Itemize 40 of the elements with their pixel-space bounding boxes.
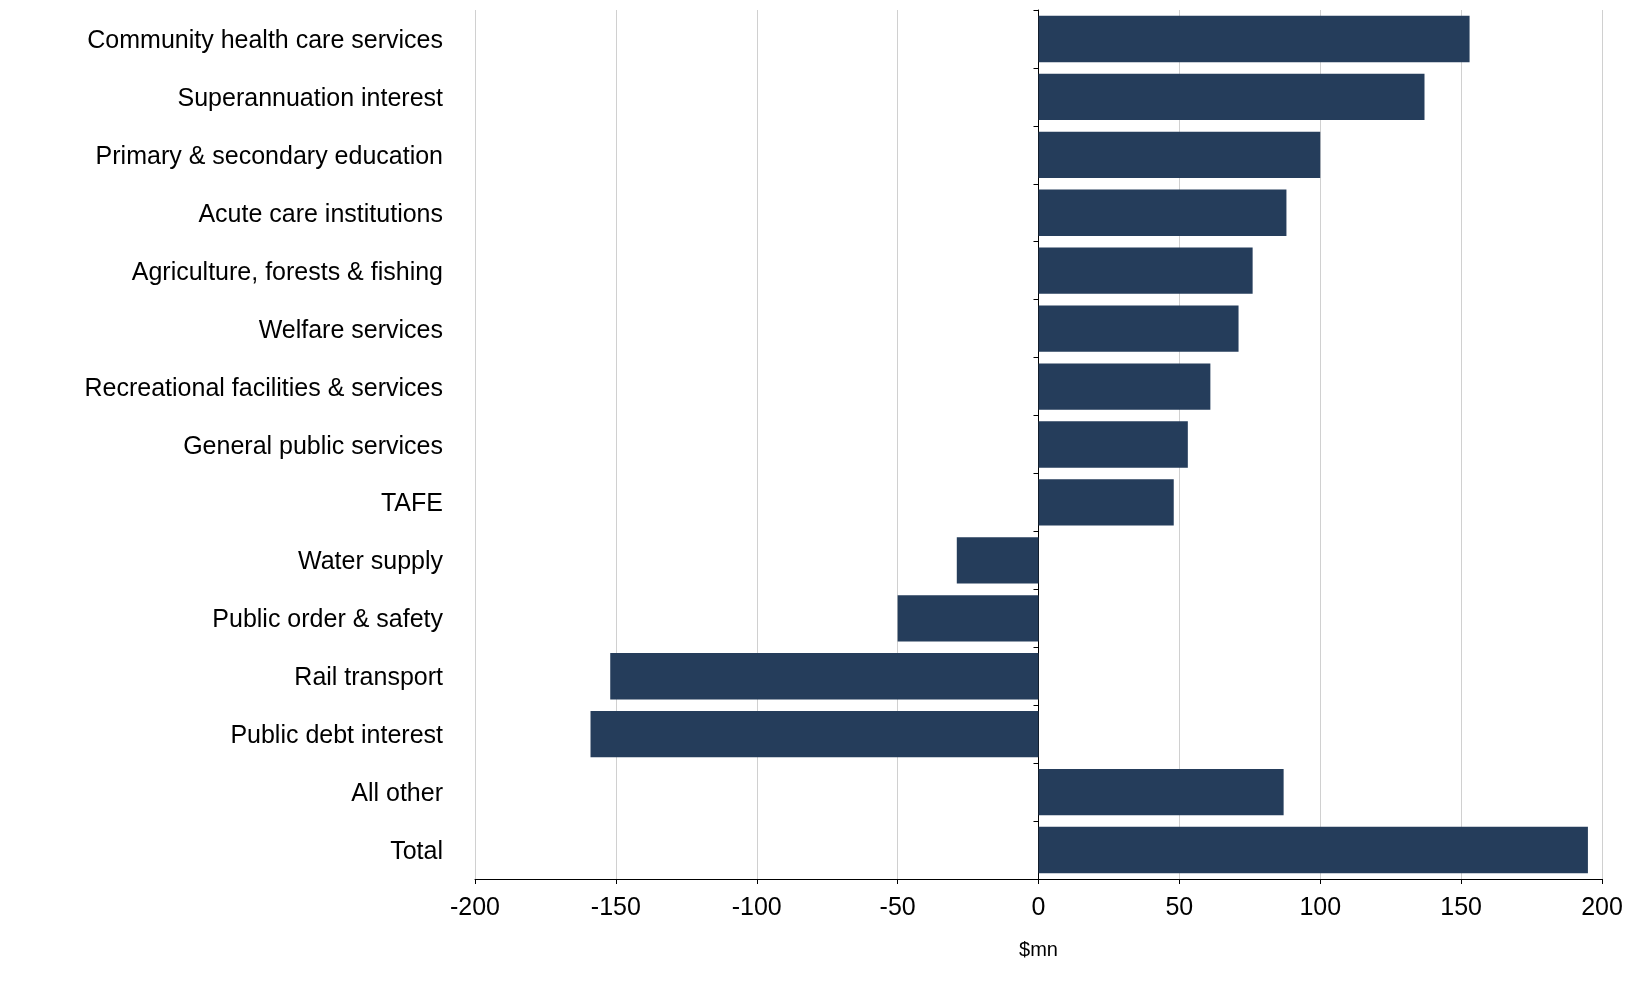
bar [610,653,1039,700]
x-axis-title: $mn [1019,938,1058,960]
y-tick-label: All other [351,778,443,807]
bar [1038,421,1188,468]
bar [590,710,1039,758]
y-tick-label: Recreational facilities & services [84,372,443,401]
y-tick-label: Rail transport [294,662,444,691]
y-tick-label: Total [390,836,443,865]
bar [956,537,1039,584]
bar [1038,15,1470,63]
x-tick-label: 0 [1031,891,1046,920]
y-tick-label: Agriculture, forests & fishing [131,256,443,285]
bar [1038,247,1253,294]
bar [1038,363,1211,410]
bar [1038,305,1239,352]
bar [1038,768,1284,816]
x-tick-label: 200 [1581,891,1623,920]
y-tick-label: Public debt interest [230,720,444,749]
x-tick-label: 50 [1165,891,1194,920]
y-tick-label: Water supply [298,546,444,575]
bar [1038,73,1425,121]
x-tick-label: 100 [1299,891,1342,920]
x-tick-label: -50 [879,891,916,920]
y-tick-label: Superannuation interest [177,82,444,111]
x-tick-label: -100 [731,891,782,920]
bar [1038,826,1588,874]
y-tick-label: Public order & safety [212,604,444,633]
y-tick-label: General public services [183,430,443,459]
y-tick-label: Community health care services [87,24,443,53]
x-tick-label: -150 [590,891,641,920]
x-tick-label: -200 [449,891,501,920]
x-tick-label: 150 [1440,891,1482,920]
y-tick-label: TAFE [380,488,443,517]
y-tick-label: Welfare services [258,314,443,343]
y-tick-label: Primary & secondary education [95,140,443,169]
bar [1038,189,1287,236]
bar [1038,479,1174,526]
bar [897,595,1039,642]
y-tick-label: Acute care institutions [198,198,443,227]
bar [1038,131,1321,179]
